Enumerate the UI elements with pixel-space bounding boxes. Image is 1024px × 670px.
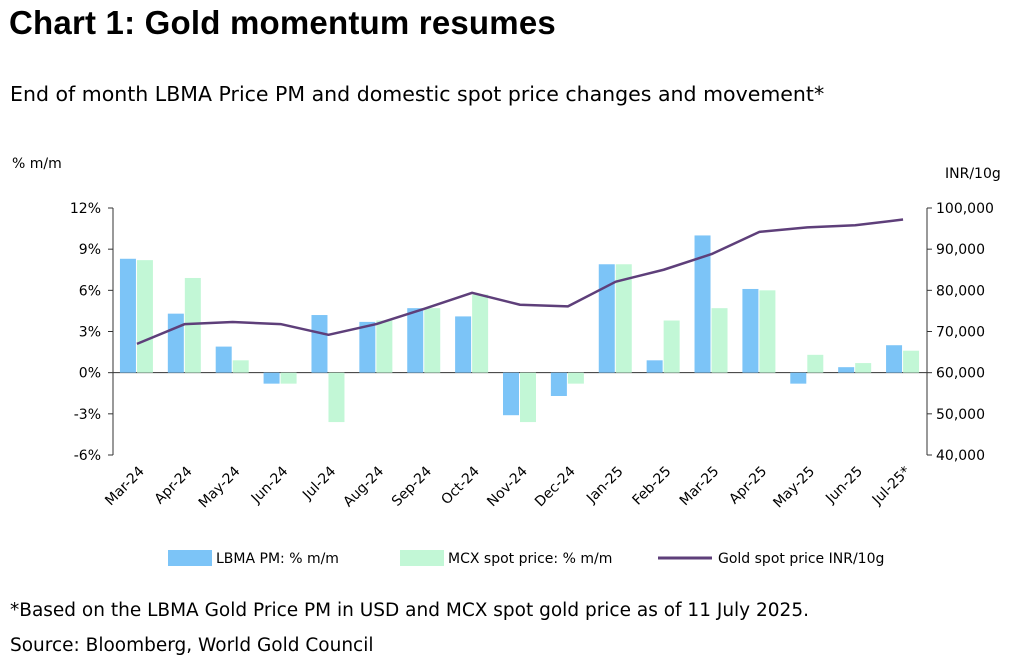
mcx-bar <box>472 294 489 373</box>
x-axis-label: Sep-24 <box>389 463 435 509</box>
lbma-bar <box>263 372 280 384</box>
lbma-bar <box>167 313 184 373</box>
legend-line-label: Gold spot price INR/10g <box>718 551 884 567</box>
right-axis-tick-label: 80,000 <box>936 283 985 299</box>
mcx-bar <box>903 350 920 373</box>
x-axis-label: Nov-24 <box>484 463 531 510</box>
mcx-bar <box>759 290 776 373</box>
lbma-bar <box>503 372 519 416</box>
lbma-bar <box>886 345 903 373</box>
right-axis-tick-label: 70,000 <box>936 325 985 341</box>
lbma-bar <box>311 315 328 373</box>
x-axis-label: Jan-25 <box>583 464 626 507</box>
x-axis-label: May-25 <box>770 464 818 512</box>
lbma-bar <box>359 321 376 373</box>
mcx-bar <box>376 320 393 373</box>
x-axis-label: Mar-24 <box>102 463 148 509</box>
x-axis-label: Apr-25 <box>726 464 770 508</box>
mcx-bar <box>615 264 632 373</box>
x-axis-labels: Mar-24 Apr-24 May-24 Jun-24 Jul-24 Aug-24 Sep-… <box>102 463 914 511</box>
legend-mcx-label: MCX spot price: % m/m <box>448 551 612 567</box>
left-axis-tick-label: 0% <box>79 366 101 382</box>
gold-price-line <box>136 218 904 346</box>
lbma-bar <box>455 316 472 373</box>
mcx-bar <box>328 372 345 423</box>
right-axis-tick-label: 90,000 <box>936 242 985 258</box>
x-axis-label: Aug-24 <box>340 463 387 510</box>
lbma-bar <box>598 264 615 373</box>
chart-subtitle: End of month LBMA Price PM and domestic … <box>10 82 825 106</box>
price-line <box>136 218 904 346</box>
lbma-bar <box>215 346 232 373</box>
lbma-bar <box>550 372 567 396</box>
x-axis-label: Apr-24 <box>152 463 196 507</box>
legend: LBMA PM: % m/m MCX spot price: % m/m Gol… <box>168 550 884 567</box>
right-axis-tick-label: 40,000 <box>936 448 985 464</box>
chart-title: Chart 1: Gold momentum resumes <box>9 4 556 41</box>
mcx-bar <box>136 260 153 373</box>
mcx-bar <box>807 354 824 373</box>
source-note: Source: Bloomberg, World Gold Council <box>10 635 374 656</box>
footnote: *Based on the LBMA Gold Price PM in USD … <box>10 600 809 621</box>
lbma-bar <box>838 367 855 373</box>
axes: 12% 9% 6% 3% 0% -3% -6% 100,000 90,000 80,000 70,0… <box>70 201 994 464</box>
bars <box>119 235 920 423</box>
right-axis-unit-label: INR/10g <box>945 166 1001 182</box>
x-axis-label: Jul-24 <box>299 463 339 503</box>
chart-area: % m/m INR/10g 12% 9% 6% 3% 0% -3% -6% 100,000 90… <box>12 156 1001 567</box>
right-axis-tick-label: 50,000 <box>936 407 985 423</box>
x-axis-label: Mar-25 <box>677 464 723 510</box>
x-axis-label: Feb-25 <box>629 464 674 509</box>
legend-lbma-label: LBMA PM: % m/m <box>216 551 339 567</box>
left-axis-tick-label: 9% <box>79 242 101 258</box>
mcx-bar <box>232 360 249 373</box>
mcx-bar <box>280 372 297 384</box>
mcx-bar <box>711 308 728 373</box>
lbma-bar <box>119 258 136 373</box>
right-axis-tick-label: 60,000 <box>936 366 985 382</box>
lbma-bar <box>646 360 663 373</box>
legend-lbma-swatch <box>168 550 212 566</box>
mcx-bar <box>424 308 441 373</box>
left-axis-tick-label: 6% <box>79 283 101 299</box>
x-axis-label: Jun-25 <box>822 464 866 508</box>
left-axis-tick-label: 3% <box>79 325 101 341</box>
right-axis-tick-label: 100,000 <box>936 201 994 217</box>
left-axis-tick-label: -6% <box>74 448 101 464</box>
x-axis-label: Dec-24 <box>532 463 579 510</box>
lbma-bar <box>790 372 807 384</box>
mcx-bar <box>520 372 536 423</box>
mcx-bar <box>855 363 872 373</box>
lbma-bar <box>742 288 759 373</box>
left-axis-tick-label: 12% <box>70 201 101 217</box>
x-axis-label: Jun-24 <box>248 463 292 507</box>
x-axis-label: Oct-24 <box>438 463 483 508</box>
x-axis-label: May-24 <box>196 463 244 511</box>
left-axis-unit-label: % m/m <box>12 156 62 172</box>
x-axis-label: Jul-25* <box>869 464 914 509</box>
legend-mcx-swatch <box>400 550 444 566</box>
mcx-bar <box>184 277 201 373</box>
lbma-bar <box>407 308 424 373</box>
lbma-bar <box>694 235 711 373</box>
mcx-bar <box>567 372 584 384</box>
mcx-bar <box>663 320 680 373</box>
left-axis-tick-label: -3% <box>74 407 101 423</box>
